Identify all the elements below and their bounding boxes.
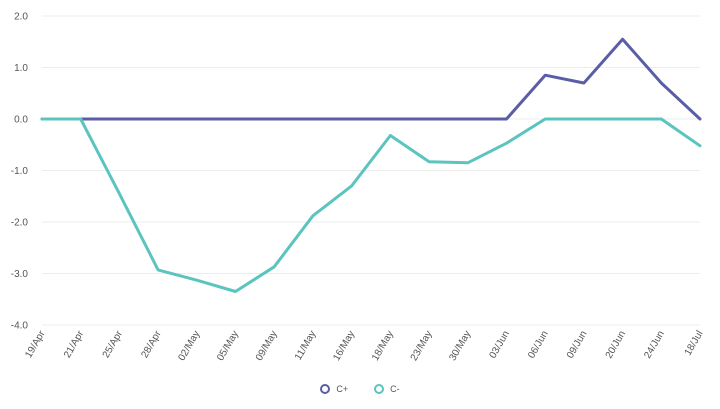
x-axis: 19/Apr 21/Apr 25/Apr 28/Apr 02/May 05/May 09/M…	[23, 328, 705, 362]
legend-label: C-	[390, 384, 400, 394]
y-tick-label: 1.0	[14, 63, 28, 74]
y-tick-label: -2.0	[11, 218, 29, 229]
x-tick-label: 25/Apr	[101, 328, 126, 360]
legend-item-c-plus[interactable]: C+	[320, 384, 348, 394]
x-tick-label: 18/May	[370, 329, 396, 363]
legend-circle-icon	[374, 384, 385, 394]
x-tick-label: 16/May	[331, 329, 357, 363]
x-tick-label: 28/Apr	[139, 328, 164, 360]
x-tick-label: 09/May	[254, 329, 280, 363]
x-tick-label: 06/Jun	[526, 329, 551, 361]
x-tick-label: 02/May	[176, 329, 202, 363]
x-tick-label: 24/Jun	[642, 329, 667, 361]
y-tick-label: -3.0	[11, 269, 29, 280]
x-tick-label: 11/May	[293, 329, 319, 362]
x-tick-label: 19/Apr	[23, 328, 48, 360]
x-tick-label: 03/Jun	[488, 329, 513, 361]
legend: C+ C-	[0, 384, 720, 394]
y-tick-label: -4.0	[11, 321, 29, 332]
x-tick-label: 23/May	[409, 329, 435, 363]
x-tick-label: 30/May	[447, 329, 473, 363]
line-chart: 2.0 1.0 0.0 -1.0 -2.0 -3.0 -4.0 19/Apr 21/Apr 25…	[11, 12, 706, 363]
x-tick-label: 20/Jun	[604, 329, 629, 361]
x-tick-label: 21/Apr	[62, 328, 87, 360]
x-tick-label: 18/Jul	[683, 329, 706, 358]
y-axis: 2.0 1.0 0.0 -1.0 -2.0 -3.0 -4.0	[11, 12, 29, 332]
legend-label: C+	[336, 384, 349, 394]
legend-item-c-minus[interactable]: C-	[374, 384, 400, 394]
series-line-c-minus	[40, 117, 702, 293]
y-tick-label: 0.0	[14, 115, 28, 126]
x-tick-label: 09/Jun	[565, 329, 590, 361]
y-tick-label: -1.0	[11, 166, 29, 177]
x-tick-label: 05/May	[215, 329, 241, 363]
series-lines	[40, 37, 702, 293]
legend-circle-icon	[320, 384, 331, 394]
y-tick-label: 2.0	[14, 12, 28, 23]
series-line-c-plus	[40, 37, 702, 121]
